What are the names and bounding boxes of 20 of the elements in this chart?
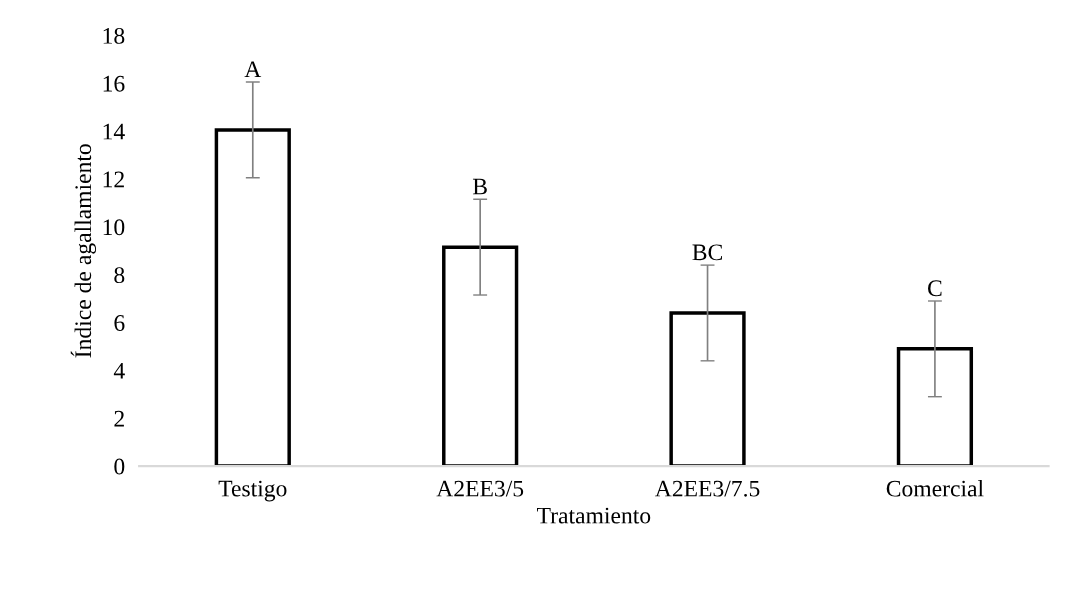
y-axis-title: Índice de agallamiento	[70, 144, 97, 358]
annotation: C	[928, 280, 942, 297]
y-tick-label: 0	[114, 458, 125, 475]
annotation: BC	[692, 244, 722, 261]
y-tick-label: 14	[103, 123, 125, 140]
y-tick-label: 10	[103, 219, 125, 236]
y-tick-label: 8	[114, 267, 125, 284]
annotation: A	[244, 61, 262, 78]
y-tick-label: 18	[103, 27, 125, 44]
x-tick-label: A2EE3/7.5	[654, 480, 760, 497]
x-tick-label: A2EE3/5	[436, 480, 524, 497]
y-tick-label: 12	[103, 171, 124, 188]
y-tick-label: 2	[114, 410, 124, 427]
x-axis-title: Tratamiento	[537, 507, 651, 524]
y-tick-label: 4	[113, 363, 125, 379]
y-tick-label: 6	[114, 315, 125, 331]
x-tick-label: Comercial	[886, 479, 984, 497]
x-tick-label: Testigo	[218, 480, 287, 502]
annotation: B	[472, 178, 487, 195]
y-tick-label: 16	[103, 75, 125, 92]
